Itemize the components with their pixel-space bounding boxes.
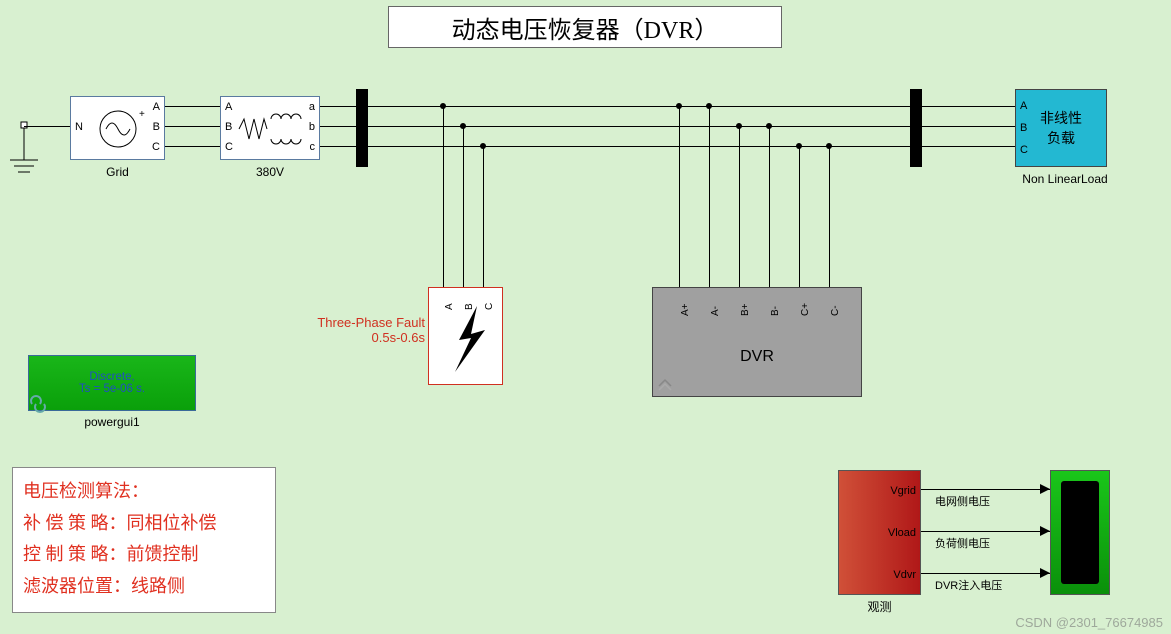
dvr-label-text: DVR — [653, 348, 861, 366]
nonlinear-load-block[interactable]: 非线性 负载 A B C — [1015, 89, 1107, 167]
powergui-line2: Ts = 5e-06 s. — [79, 383, 145, 395]
load-line1: 非线性 — [1040, 108, 1082, 128]
fault-port-a: A — [444, 303, 455, 310]
obs-label: 观测 — [838, 598, 921, 615]
three-phase-fault-block[interactable]: A B C — [428, 287, 503, 385]
obs-port-vgrid: Vgrid — [890, 485, 916, 497]
load-label-below: Non LinearLoad — [1000, 172, 1130, 186]
fault-port-b: B — [464, 303, 475, 310]
scope-block[interactable] — [1050, 470, 1110, 595]
dvr-port-bp: B+ — [740, 303, 751, 316]
subsystem-arrow-icon — [657, 376, 673, 392]
load-line2: 负载 — [1047, 128, 1075, 148]
powergui-link-icon — [28, 395, 52, 413]
grid-label: Grid — [70, 165, 165, 179]
dvr-port-cp: C+ — [800, 303, 811, 316]
port-n: N — [75, 121, 83, 133]
dvr-subsystem-block[interactable]: DVR A+ A- B+ B- C+ C- — [652, 287, 862, 397]
grid-source-block[interactable]: + N A B C — [70, 96, 165, 160]
simulink-canvas: 动态电压恢复器（DVR） + N A B C Grid A B C a b c — [0, 0, 1171, 634]
xfmr-port-C: C — [225, 141, 233, 153]
xfmr-port-a2: a — [309, 101, 315, 113]
fault-label: Three-Phase Fault 0.5s-0.6s — [300, 315, 425, 345]
dvr-port-bm: B- — [770, 306, 781, 316]
port-c: C — [152, 141, 160, 153]
port-a: A — [153, 101, 160, 113]
busbar-right — [910, 89, 922, 167]
xfmr-port-b2: b — [309, 121, 315, 133]
observation-block[interactable]: Vgrid Vload Vdvr — [838, 470, 921, 595]
xfmr-port-B: B — [225, 121, 232, 133]
obs-port-vdvr: Vdvr — [893, 569, 916, 581]
annotation-line3: 控 制 策 略：前馈控制 — [23, 539, 265, 571]
sig-label-1: 电网侧电压 — [935, 493, 990, 509]
sig-label-2: 负荷侧电压 — [935, 535, 990, 551]
powergui-line1: Discrete, — [89, 371, 134, 383]
ground-icon — [6, 120, 42, 190]
load-port-b: B — [1020, 122, 1027, 134]
xfmr-label: 380V — [220, 165, 320, 179]
annotation-box: 电压检测算法： 补 偿 策 略：同相位补偿 控 制 策 略：前馈控制 滤波器位置… — [12, 467, 276, 613]
sig-label-3: DVR注入电压 — [935, 577, 1002, 593]
obs-port-vload: Vload — [888, 527, 916, 539]
watermark-text: CSDN @2301_76674985 — [1015, 615, 1163, 630]
powergui-block[interactable]: Discrete, Ts = 5e-06 s. — [28, 355, 196, 411]
fault-port-c: C — [484, 303, 495, 310]
load-port-a: A — [1020, 100, 1027, 112]
xfmr-port-c2: c — [310, 141, 316, 153]
dvr-port-cm: C- — [830, 305, 841, 316]
annotation-line2: 补 偿 策 略：同相位补偿 — [23, 508, 265, 540]
xfmr-port-A: A — [225, 101, 232, 113]
annotation-line1: 电压检测算法： — [23, 476, 265, 508]
powergui-label: powergui1 — [28, 415, 196, 429]
port-b: B — [153, 121, 160, 133]
dvr-port-am: A- — [710, 306, 721, 316]
transformer-block[interactable]: A B C a b c — [220, 96, 320, 160]
busbar-left — [356, 89, 368, 167]
dvr-port-ap: A+ — [680, 303, 691, 316]
diagram-title: 动态电压恢复器（DVR） — [388, 6, 782, 48]
scope-screen — [1061, 481, 1099, 584]
svg-text:+: + — [139, 109, 145, 120]
load-port-c: C — [1020, 144, 1028, 156]
annotation-line4: 滤波器位置：线路侧 — [23, 571, 265, 603]
